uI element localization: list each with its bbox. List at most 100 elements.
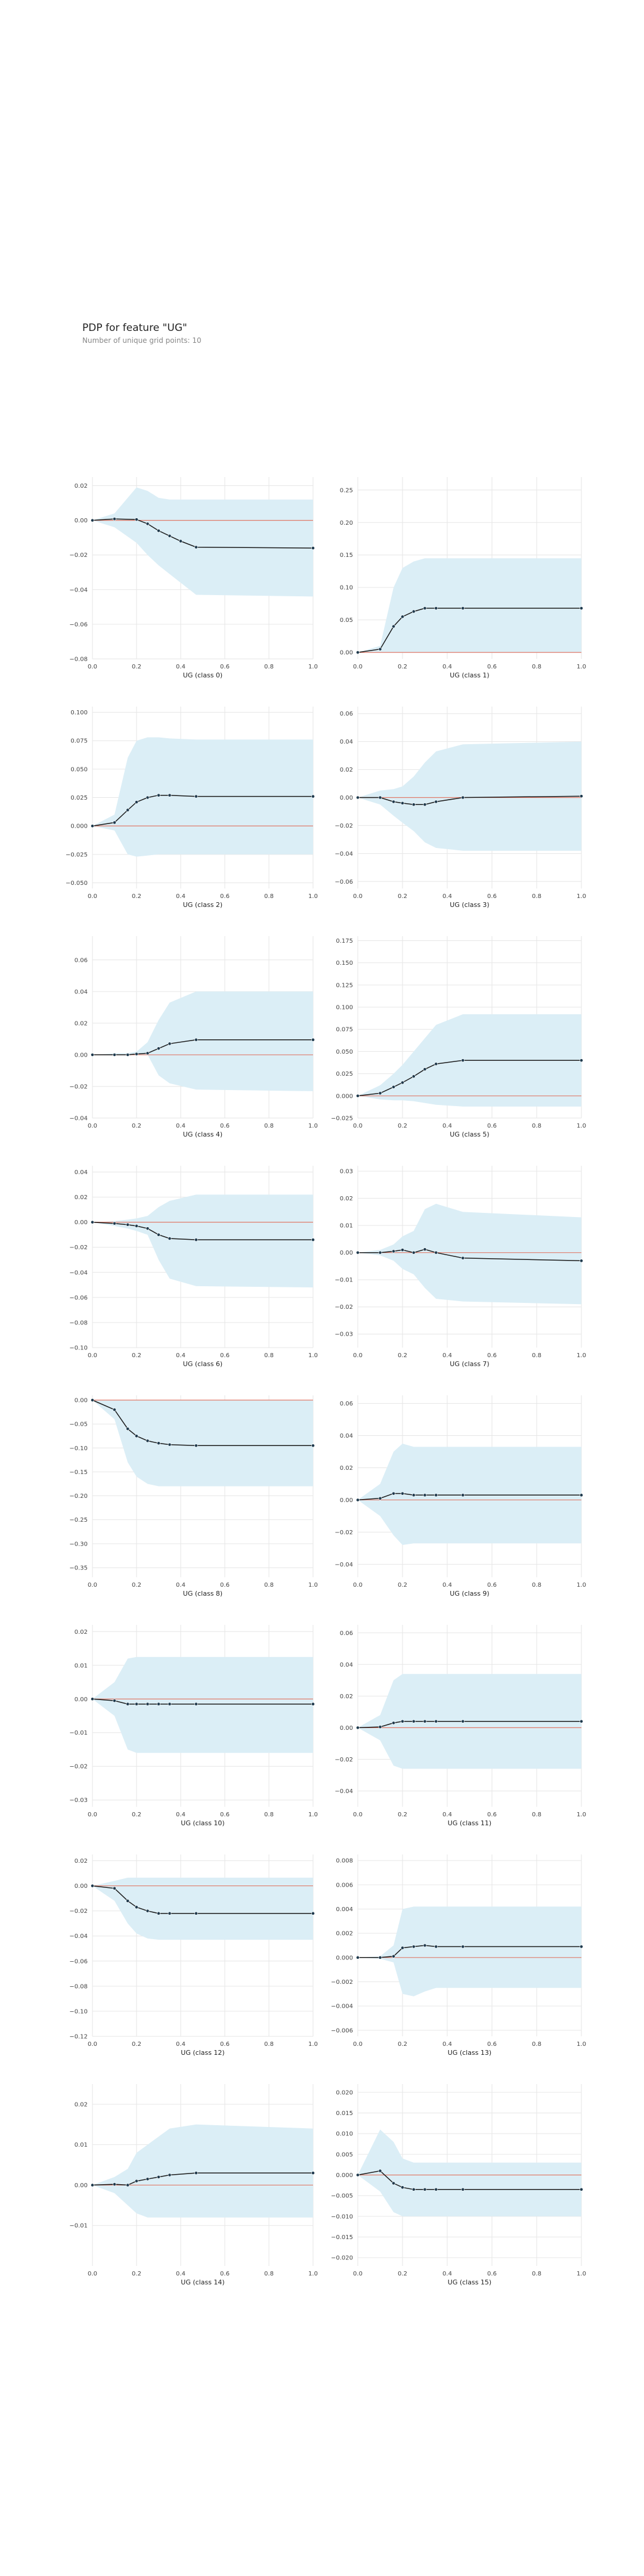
pdp-point: [168, 2173, 172, 2177]
pdp-point: [461, 1945, 465, 1949]
x-tick-label: 0.6: [487, 1582, 497, 1589]
y-tick-label: −0.020: [331, 2255, 353, 2262]
pdp-point: [434, 1250, 438, 1255]
y-tick-label: 0.25: [340, 487, 353, 494]
pdp-point: [378, 2169, 382, 2173]
pdp-point: [401, 1248, 404, 1252]
confidence-band: [358, 1906, 581, 1996]
y-tick-label: 0.04: [340, 739, 353, 745]
y-tick-label: −0.08: [69, 1320, 88, 1326]
y-tick-label: 0.100: [336, 1005, 353, 1011]
pdp-point: [91, 1220, 94, 1224]
y-tick-label: 0.00: [75, 1219, 88, 1226]
pdp-point: [411, 1945, 416, 1949]
y-tick-label: −0.06: [69, 1958, 88, 1965]
y-tick-label: −0.02: [69, 1244, 88, 1251]
y-tick-label: −0.02: [335, 1530, 353, 1536]
pdp-chart-13: 0.0 0.2 0.4 0.6 0.8 1.0 0.008 0.006 0.004 0.002 0.…: [331, 1854, 586, 2057]
confidence-band: [92, 2124, 313, 2218]
confidence-band: [358, 1444, 581, 1545]
x-tick-label: 0.4: [176, 2271, 185, 2277]
pdp-point: [135, 1702, 138, 1706]
pdp-point: [168, 1702, 172, 1706]
pdp-point: [411, 1075, 416, 1078]
y-tick-label: −0.04: [335, 851, 353, 857]
y-tick-label: 0.175: [336, 938, 353, 945]
x-tick-label: 0.0: [353, 893, 363, 900]
y-tick-label: 0.10: [340, 585, 353, 592]
pdp-point: [157, 1046, 160, 1051]
y-tick-label: 0.000: [70, 823, 88, 830]
pdp-point: [392, 624, 395, 628]
pdp-chart-1: 0.0 0.2 0.4 0.6 0.8 1.0 0.00 0.05 0.10 0.15 0.20 0.…: [340, 477, 586, 679]
y-tick-label: 0.006: [336, 1882, 353, 1888]
pdp-point: [135, 800, 138, 804]
pdp-point: [461, 606, 465, 610]
x-tick-label: 0.6: [220, 1352, 230, 1359]
y-tick-label: 0.04: [340, 1433, 353, 1439]
x-tick-label: 0.0: [88, 1123, 97, 1129]
y-tick-label: −0.004: [331, 2004, 353, 2010]
pdp-point: [194, 1444, 198, 1448]
y-tick-label: −0.02: [335, 1304, 353, 1311]
x-tick-label: 0.0: [88, 2271, 97, 2277]
y-tick-label: 0.20: [340, 520, 353, 527]
x-tick-label: 0.2: [398, 2041, 407, 2048]
x-axis-label: UG (class 10): [181, 1819, 224, 1827]
y-tick-label: 0.075: [336, 1027, 353, 1033]
pdp-point: [580, 1259, 583, 1263]
x-tick-label: 0.4: [176, 1812, 185, 1818]
pdp-point: [126, 1899, 130, 1903]
x-tick-label: 1.0: [577, 1582, 586, 1589]
x-tick-label: 0.6: [220, 1812, 230, 1818]
pdp-point: [356, 1955, 360, 1959]
x-tick-label: 0.2: [398, 893, 407, 900]
pdp-point: [401, 1080, 404, 1085]
pdp-chart-9: 0.0 0.2 0.4 0.6 0.8 1.0 0.06 0.04 0.02 0.00 −0.02 −…: [335, 1395, 586, 1597]
pdp-point: [126, 1427, 130, 1431]
x-tick-label: 1.0: [308, 893, 318, 900]
x-tick-label: 0.6: [487, 1812, 497, 1818]
y-tick-label: 0.100: [70, 710, 88, 716]
x-tick-label: 0.4: [442, 2041, 452, 2048]
y-tick-label: 0.00: [340, 1725, 353, 1732]
pdp-point: [168, 1042, 172, 1046]
x-axis-label: UG (class 8): [183, 1590, 222, 1597]
pdp-point: [580, 1945, 583, 1949]
y-tick-label: −0.04: [335, 1788, 353, 1795]
pdp-point: [126, 2183, 130, 2187]
pdp-point: [423, 1719, 427, 1723]
x-axis-label: UG (class 15): [448, 2278, 491, 2286]
x-tick-label: 0.2: [132, 1812, 141, 1818]
pdp-point: [157, 1911, 160, 1915]
pdp-point: [392, 1249, 395, 1253]
pdp-point: [179, 539, 182, 543]
pdp-point: [378, 1955, 382, 1959]
x-tick-label: 0.0: [88, 1812, 97, 1818]
figure-title: PDP for feature "UG": [82, 322, 187, 334]
confidence-band: [358, 2129, 581, 2216]
x-tick-label: 0.2: [132, 1123, 141, 1129]
pdp-chart-3: 0.0 0.2 0.4 0.6 0.8 1.0 0.06 0.04 0.02 0.00 −0.02 −…: [335, 707, 586, 909]
x-tick-label: 1.0: [308, 1123, 318, 1129]
pdp-point: [126, 1053, 130, 1057]
pdp-chart-4: 0.0 0.2 0.4 0.6 0.8 1.0 0.06 0.04 0.02 0.00 −0.02 −…: [69, 936, 318, 1138]
figure-subtitle: Number of unique grid points: 10: [82, 336, 202, 345]
pdp-point: [411, 1493, 416, 1497]
pdp-point: [145, 795, 150, 800]
y-tick-label: 0.04: [75, 1169, 88, 1176]
x-tick-label: 1.0: [577, 893, 586, 900]
pdp-point: [392, 1954, 395, 1958]
pdp-point: [145, 1909, 150, 1913]
pdp-point: [401, 1946, 404, 1950]
pdp-point: [91, 1053, 94, 1057]
confidence-band: [358, 1203, 581, 1305]
pdp-point: [194, 2171, 198, 2175]
y-tick-label: 0.002: [336, 1931, 353, 1937]
pdp-point: [392, 1721, 395, 1725]
y-tick-label: 0.005: [336, 2151, 353, 2158]
y-tick-label: −0.05: [69, 1422, 88, 1428]
y-tick-label: −0.04: [69, 1116, 88, 1122]
x-tick-label: 0.8: [264, 1352, 274, 1359]
